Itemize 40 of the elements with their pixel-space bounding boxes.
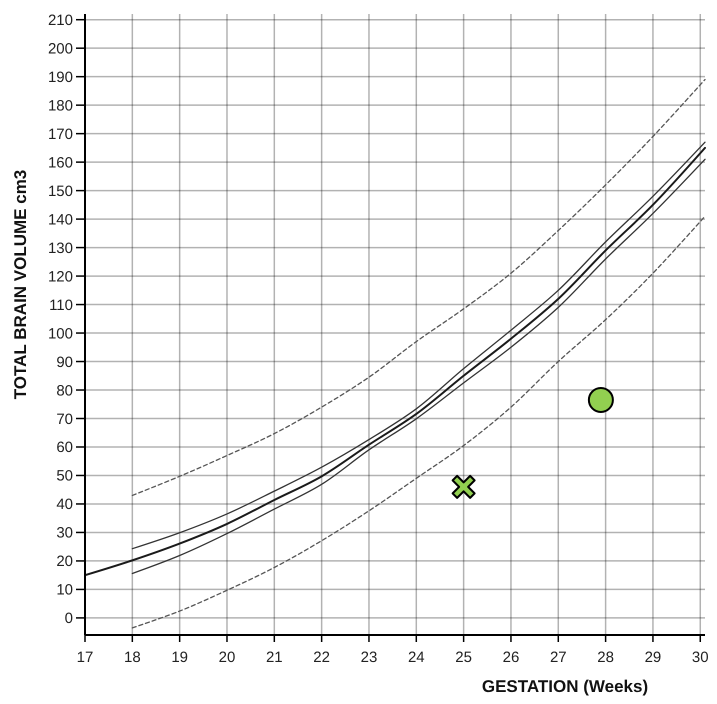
y-tick-label: 100 [48,325,73,342]
y-tick-label: 150 [48,182,73,200]
y-tick-label: 120 [48,268,73,286]
y-tick-label: 30 [56,524,73,542]
x-tick-label: 28 [597,649,614,666]
x-tick-label: 18 [124,649,141,666]
x-tick-label: 25 [455,649,472,666]
x-tick-label: 20 [218,649,236,666]
x-axis-title: GESTATION (Weeks) [482,677,648,696]
x-tick-label: 23 [360,649,378,666]
y-tick-label: 60 [56,439,73,456]
y-tick-label: 180 [48,97,73,114]
x-tick-label: 19 [171,649,188,666]
y-tick-label: 110 [49,296,73,314]
y-axis-title: TOTAL BRAIN VOLUME cm3 [11,170,30,400]
y-tick-label: 170 [48,126,73,143]
x-tick-label: 24 [408,649,425,666]
line-series [132,216,706,629]
x-tick-label: 30 [692,649,709,666]
y-tick-label: 200 [48,40,73,58]
y-tick-label: 80 [56,382,73,400]
y-tick-label: 10 [56,582,73,599]
y-tick-label: 210 [48,12,73,29]
y-tick-label: 50 [56,468,73,485]
y-tick-label: 0 [64,610,73,628]
x-tick-label: 22 [313,649,330,666]
y-tick-label: 90 [56,354,73,371]
y-tick-label: 20 [56,553,73,570]
y-tick-label: 70 [56,410,73,428]
x-tick-label: 26 [502,649,520,666]
x-tick-label: 27 [550,649,567,666]
y-tick-label: 40 [56,496,73,514]
y-tick-label: 160 [48,154,73,172]
y-tick-label: 190 [48,68,73,86]
x-tick-label: 17 [76,649,94,666]
y-tick-label: 140 [48,211,73,228]
line-series [132,78,706,496]
y-tick-label: 130 [48,240,73,257]
x-tick-label: 29 [644,649,662,666]
x-tick-label: 21 [266,649,283,666]
